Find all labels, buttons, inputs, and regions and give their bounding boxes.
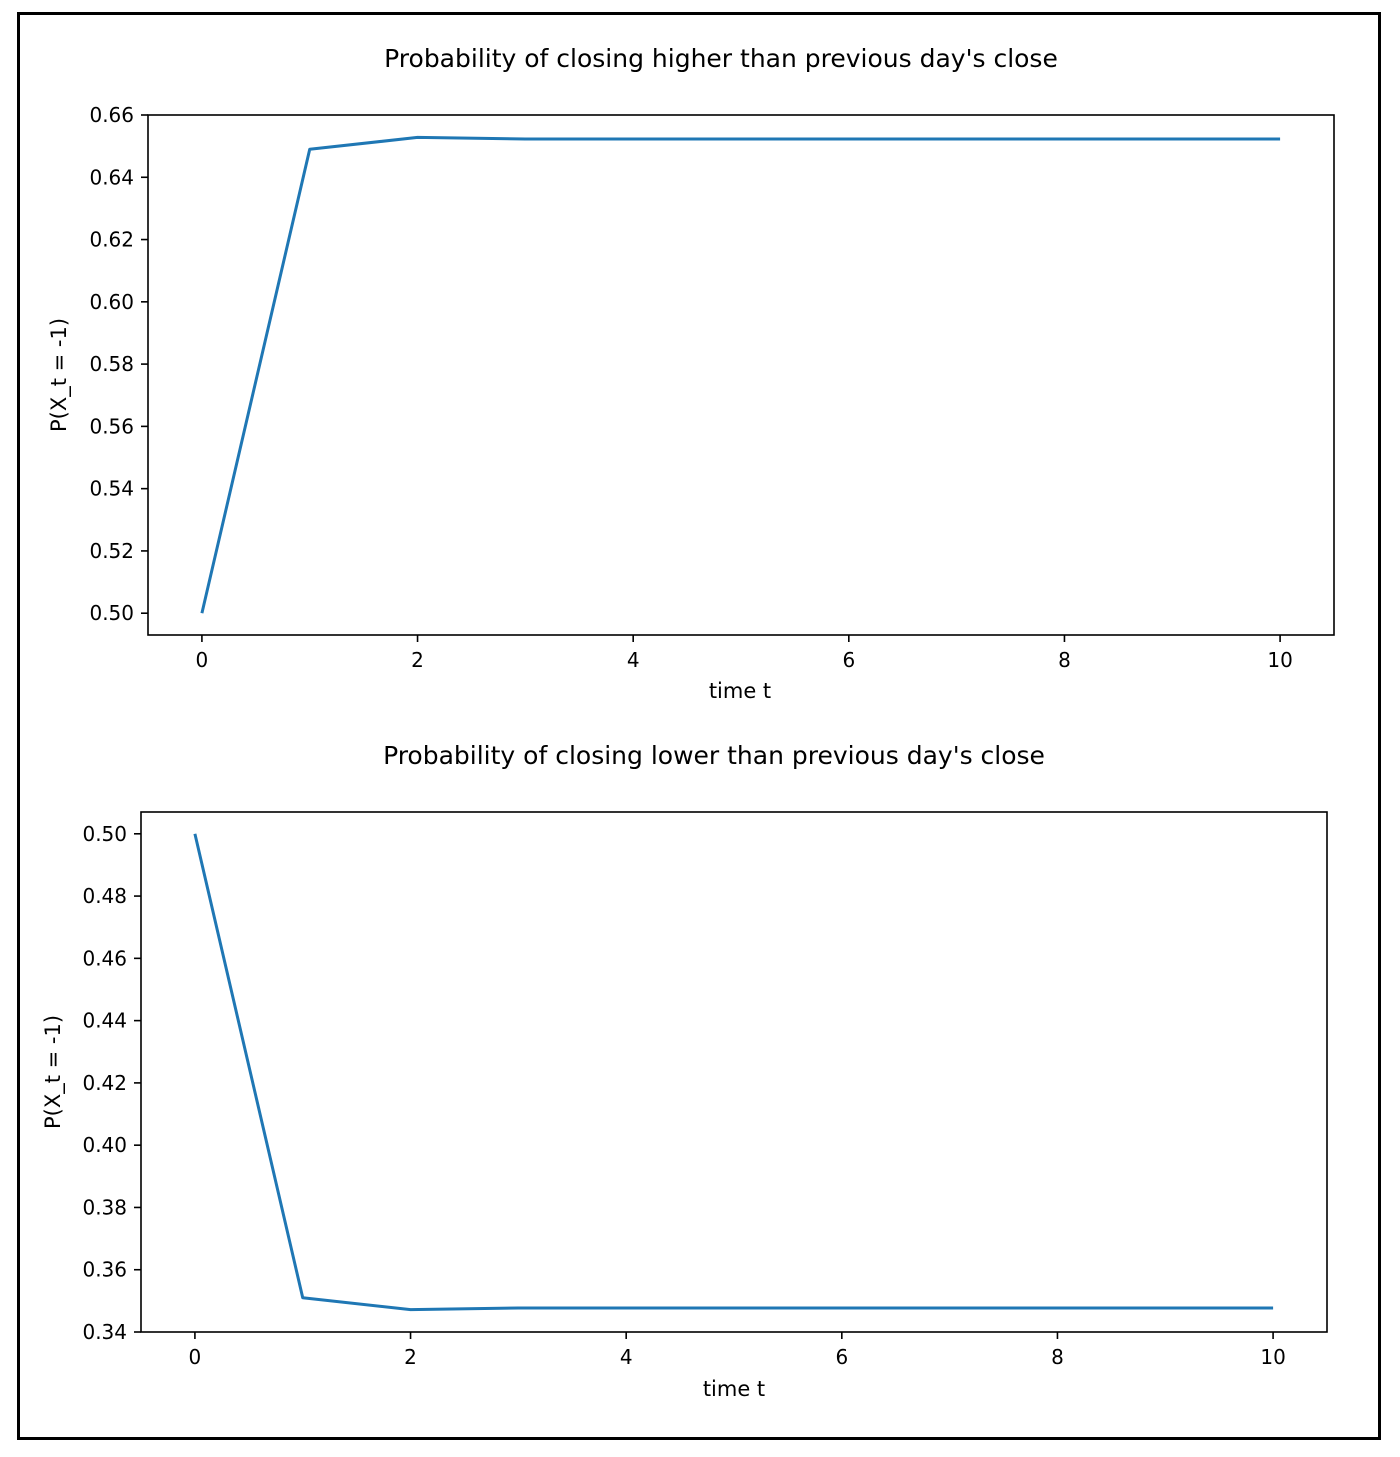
y-tick-label: 0.34 [82,1320,127,1344]
y-axis-label: P(X_t = -1) [47,318,72,432]
chart-title: Probability of closing higher than previ… [384,44,1058,73]
y-tick-label: 0.50 [82,822,127,846]
x-tick-label: 10 [1260,1345,1285,1369]
y-tick-label: 0.54 [89,477,134,501]
y-tick-label: 0.60 [89,290,134,314]
x-tick-label: 2 [404,1345,417,1369]
y-tick-label: 0.38 [82,1195,127,1219]
x-tick-label: 4 [627,648,640,672]
y-tick-label: 0.52 [89,539,134,563]
x-tick-label: 10 [1267,648,1292,672]
y-tick-label: 0.36 [82,1258,127,1282]
plot-area-frame [147,114,1335,636]
y-tick-label: 0.40 [82,1133,127,1157]
x-tick-label: 0 [189,1345,202,1369]
x-tick-label: 6 [835,1345,848,1369]
x-tick-label: 8 [1058,648,1071,672]
x-tick-label: 6 [842,648,855,672]
series-line [200,135,1281,614]
figure-frame [17,12,1381,1440]
x-axis-label: time t [703,1377,765,1401]
chart-title: Probability of closing lower than previo… [383,741,1045,770]
y-tick-label: 0.62 [89,228,134,252]
y-tick-label: 0.64 [89,165,134,189]
x-tick-label: 0 [196,648,209,672]
x-axis-label: time t [709,679,771,703]
y-tick-label: 0.42 [82,1071,127,1095]
y-tick-label: 0.48 [82,884,127,908]
plot-area-frame [140,811,1328,1333]
x-tick-label: 4 [620,1345,633,1369]
y-tick-label: 0.56 [89,414,134,438]
y-axis-label: P(X_t = -1) [41,1015,66,1129]
y-tick-label: 0.58 [89,352,134,376]
y-tick-label: 0.66 [89,103,134,127]
series-line [193,833,1274,1312]
y-tick-label: 0.46 [82,946,127,970]
x-tick-label: 2 [411,648,424,672]
y-tick-label: 0.44 [82,1009,127,1033]
y-tick-label: 0.50 [89,601,134,625]
x-tick-label: 8 [1051,1345,1064,1369]
